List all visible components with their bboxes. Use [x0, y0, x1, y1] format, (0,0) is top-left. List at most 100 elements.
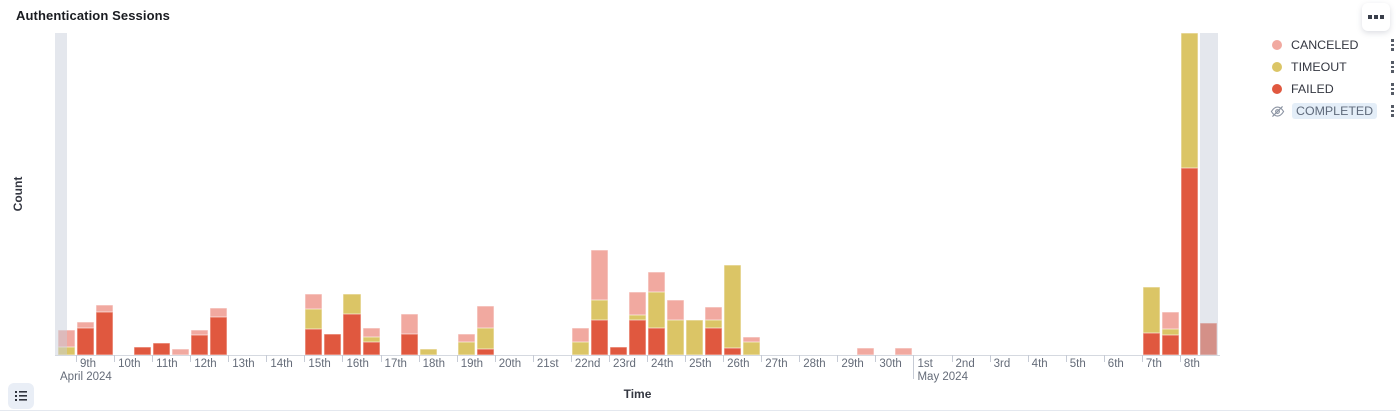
bar-segment-canceled[interactable] [1161, 312, 1179, 330]
bar-segment-failed[interactable] [476, 349, 494, 355]
bar-segment-timeout[interactable] [590, 300, 608, 321]
legend-label: FAILED [1291, 82, 1334, 96]
x-axis-day-label: 1st [917, 358, 933, 370]
legend-item-timeout[interactable]: TIMEOUT [1268, 56, 1396, 78]
bar-segment-canceled[interactable] [571, 328, 589, 343]
bar-segment-timeout[interactable] [1161, 329, 1179, 336]
bar-segment-failed[interactable] [210, 317, 228, 355]
bar-segment-canceled[interactable] [628, 292, 646, 316]
x-axis-tick [1027, 355, 1029, 362]
bar-segment-canceled[interactable] [210, 308, 228, 318]
bar-segment-failed[interactable] [1180, 167, 1198, 355]
bar-segment-timeout[interactable] [343, 294, 361, 315]
bar-segment-failed[interactable] [648, 328, 666, 355]
bar-segment-canceled[interactable] [362, 328, 380, 338]
bar-segment-canceled[interactable] [667, 300, 685, 321]
bar-segment-failed[interactable] [362, 342, 380, 355]
panel-options-button[interactable] [1362, 3, 1390, 31]
bar-segment-canceled[interactable] [648, 272, 666, 293]
bar-segment-failed[interactable] [628, 320, 646, 355]
bar-segment-timeout[interactable] [457, 342, 475, 355]
x-axis-tick [228, 355, 230, 362]
bar-segment-failed[interactable] [191, 335, 209, 355]
bar-segment-failed[interactable] [705, 328, 723, 355]
bar-segment-failed[interactable] [609, 347, 627, 355]
x-axis-day-label: 3rd [993, 358, 1011, 370]
bar-segment-failed[interactable] [590, 320, 608, 355]
bar-segment-timeout[interactable] [705, 320, 723, 329]
legend-toggle-button[interactable] [8, 383, 34, 409]
bar-segment-failed[interactable] [305, 329, 323, 355]
x-axis-title: Time [623, 387, 652, 401]
legend-item-completed[interactable]: COMPLETED [1268, 100, 1396, 122]
legend-color-dot [1272, 62, 1282, 72]
bar-segment-timeout[interactable] [362, 337, 380, 343]
bar-segment-failed[interactable] [134, 347, 152, 355]
bar-segment-canceled[interactable] [457, 334, 475, 343]
x-axis-tick [152, 355, 154, 362]
legend-color-dot [1272, 84, 1282, 94]
bar-segment-canceled[interactable] [58, 330, 76, 347]
x-axis-day-label: 15th [308, 358, 331, 370]
legend-item-canceled[interactable]: CANCELED [1268, 34, 1396, 56]
bar-segment-failed[interactable] [1199, 323, 1217, 355]
x-axis-tick [494, 355, 496, 362]
legend-item-actions-button[interactable] [1389, 58, 1396, 76]
bar-segment-canceled[interactable] [77, 322, 95, 329]
x-axis-tick [342, 355, 344, 362]
bar-segment-failed[interactable] [343, 314, 361, 355]
x-axis-day-label: 10th [118, 358, 141, 370]
legend-item-actions-button[interactable] [1389, 36, 1396, 54]
x-axis-tick [190, 355, 192, 362]
x-axis-tick [647, 355, 649, 362]
bar-segment-failed[interactable] [77, 328, 95, 355]
bar-segment-failed[interactable] [324, 334, 342, 355]
boxes-horizontal-icon [1368, 15, 1384, 19]
bar-segment-timeout[interactable] [628, 315, 646, 321]
bar-segment-timeout[interactable] [667, 320, 685, 355]
bar-segment-timeout[interactable] [648, 292, 666, 329]
bar-segment-failed[interactable] [1161, 335, 1179, 355]
bar-segment-canceled[interactable] [191, 330, 209, 336]
bar-segment-timeout[interactable] [58, 347, 76, 355]
bar-segment-canceled[interactable] [743, 337, 761, 343]
x-axis-day-label: 28th [803, 358, 826, 370]
bar-segment-timeout[interactable] [686, 320, 704, 355]
bar-segment-canceled[interactable] [305, 294, 323, 310]
bar-segment-failed[interactable] [1142, 333, 1160, 355]
bar-segment-canceled[interactable] [590, 250, 608, 301]
x-axis-tick [951, 355, 953, 362]
bar-segment-canceled[interactable] [705, 307, 723, 321]
bar-segment-canceled[interactable] [172, 349, 190, 355]
x-axis-tick [723, 355, 725, 362]
bar-segment-failed[interactable] [400, 334, 418, 355]
bar-segment-failed[interactable] [724, 348, 742, 355]
bar-segment-canceled[interactable] [476, 306, 494, 329]
x-axis-tick [608, 355, 610, 362]
bar-segment-timeout[interactable] [476, 328, 494, 349]
bar-segment-failed[interactable] [153, 343, 171, 355]
bar-segment-canceled[interactable] [400, 314, 418, 335]
bar-segment-timeout[interactable] [571, 342, 589, 355]
x-axis-day-label: 20th [498, 358, 522, 370]
legend-item-actions-button[interactable] [1389, 102, 1396, 120]
bar-segment-failed[interactable] [96, 312, 114, 355]
bar-segment-timeout[interactable] [419, 349, 437, 355]
legend-item-actions-button[interactable] [1389, 80, 1396, 98]
x-axis-day-label: 4th [1031, 358, 1048, 370]
bar-segment-timeout[interactable] [1180, 33, 1198, 168]
legend-label: TIMEOUT [1291, 60, 1347, 74]
x-axis-tick [114, 355, 116, 362]
y-axis-title: Count [11, 176, 25, 212]
bar-segment-timeout[interactable] [305, 309, 323, 330]
bar-segment-canceled[interactable] [895, 348, 913, 355]
bar-segment-timeout[interactable] [1142, 287, 1160, 334]
bar-segment-canceled[interactable] [857, 348, 875, 355]
x-axis-day-label: 21st [536, 358, 559, 370]
x-axis-day-label: 9th [80, 358, 97, 370]
legend-item-failed[interactable]: FAILED [1268, 78, 1396, 100]
bar-segment-canceled[interactable] [96, 305, 114, 313]
partial-bucket-marker [1199, 33, 1218, 355]
bar-segment-timeout[interactable] [724, 265, 742, 348]
bar-segment-timeout[interactable] [743, 342, 761, 355]
